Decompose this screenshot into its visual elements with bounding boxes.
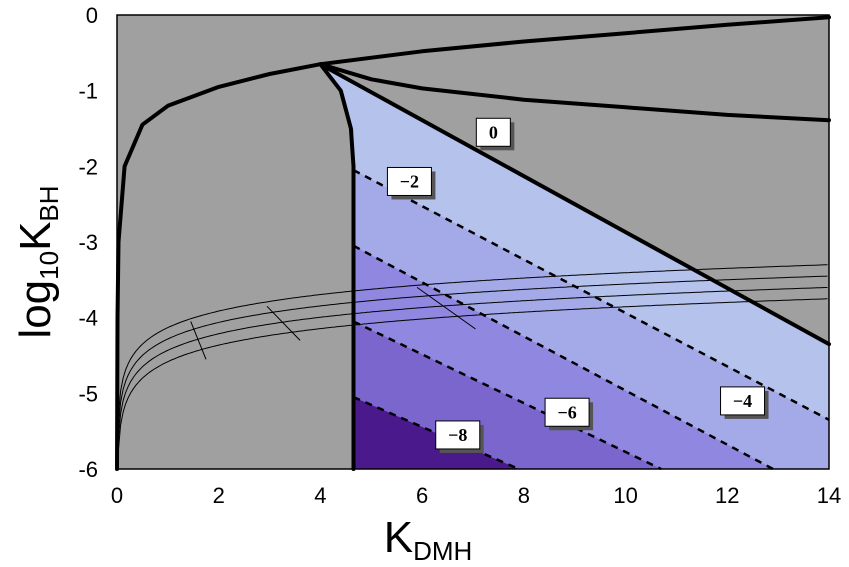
thin-cross-line — [266, 305, 301, 341]
thin-curve — [117, 264, 828, 421]
plot-frame — [116, 14, 830, 470]
y-axis-label: log10KBH — [11, 185, 64, 338]
x-tick-label: 12 — [715, 483, 739, 508]
thin-curve — [117, 287, 828, 444]
x-axis-label: KDMH — [384, 513, 473, 566]
contour-label-value: −2 — [400, 171, 419, 191]
y-tick-label: -2 — [78, 154, 98, 179]
contour-label-box — [544, 397, 590, 427]
contour-label-box — [475, 117, 511, 147]
y-tick-label: -6 — [78, 457, 98, 482]
middle-boundary-curve — [318, 62, 831, 123]
contour-label-value: −8 — [448, 425, 467, 445]
x-tick-label: 8 — [518, 483, 530, 508]
region-level-0-to-neg2 — [320, 64, 829, 420]
contour-label-box — [720, 386, 766, 416]
x-tick-label: 4 — [314, 483, 326, 508]
contour-label: −2 — [386, 166, 436, 200]
region-level-neg2-to-neg4 — [353, 170, 829, 469]
x-tick-label: 6 — [416, 483, 428, 508]
contour-label: −6 — [544, 397, 594, 431]
y-tick-label: -1 — [78, 79, 98, 104]
x-axis-ticks: 0 2 4 6 8 10 12 14 — [111, 483, 841, 508]
y-tick-label: 0 — [86, 3, 98, 28]
y-tick-label: -5 — [78, 381, 98, 406]
diagonal-boundary-line — [318, 62, 831, 347]
thin-cross-line — [416, 286, 476, 330]
y-axis-ticks: 0 -1 -2 -3 -4 -5 -6 — [78, 3, 98, 482]
contour-line — [352, 244, 774, 471]
contour-label: 0 — [475, 117, 515, 151]
contour-line — [352, 395, 520, 471]
contour-label-value: −6 — [557, 402, 576, 422]
contour-labels: 0 −2 −4 −6 −8 — [386, 117, 769, 453]
thin-cross-line — [190, 321, 207, 360]
contour-label-value: −4 — [733, 391, 752, 411]
thin-curve — [117, 298, 828, 455]
contour-label-box — [386, 166, 432, 196]
contour-line — [352, 320, 662, 471]
y-tick-label: -4 — [78, 306, 98, 331]
plot-area — [115, 14, 831, 471]
contour-label-box — [435, 420, 481, 450]
contour-label: −8 — [435, 420, 484, 453]
x-tick-label: 0 — [111, 483, 123, 508]
contour-label-value: 0 — [489, 122, 498, 142]
x-tick-label: 10 — [613, 483, 637, 508]
contour-line — [352, 169, 830, 421]
upper-boundary-curve — [318, 15, 831, 67]
x-tick-label: 14 — [817, 483, 841, 508]
contour-label: −4 — [720, 386, 769, 419]
y-tick-label: -3 — [78, 230, 98, 255]
left-boundary-curve — [115, 62, 323, 471]
inner-boundary-curve — [318, 62, 356, 471]
x-tick-label: 2 — [213, 483, 225, 508]
